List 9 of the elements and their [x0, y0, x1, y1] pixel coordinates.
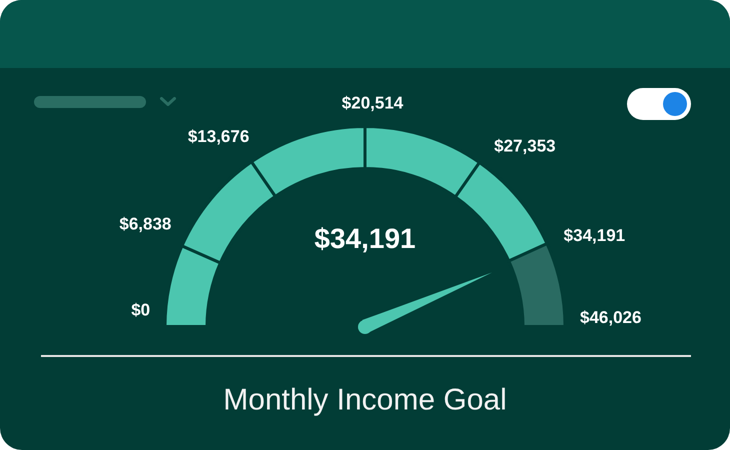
chart-title: Monthly Income Goal [223, 383, 507, 416]
text: $34,191 [314, 223, 416, 254]
slice-label: $27,353 [494, 136, 556, 156]
slice-label: $0 [131, 300, 150, 320]
slice-label: $20,514 [342, 93, 404, 112]
slice-label: $13,676 [188, 126, 250, 146]
slice-label: $34,191 [564, 226, 626, 245]
slice-label: $6,838 [119, 214, 172, 234]
text: $46,026 [580, 308, 642, 328]
